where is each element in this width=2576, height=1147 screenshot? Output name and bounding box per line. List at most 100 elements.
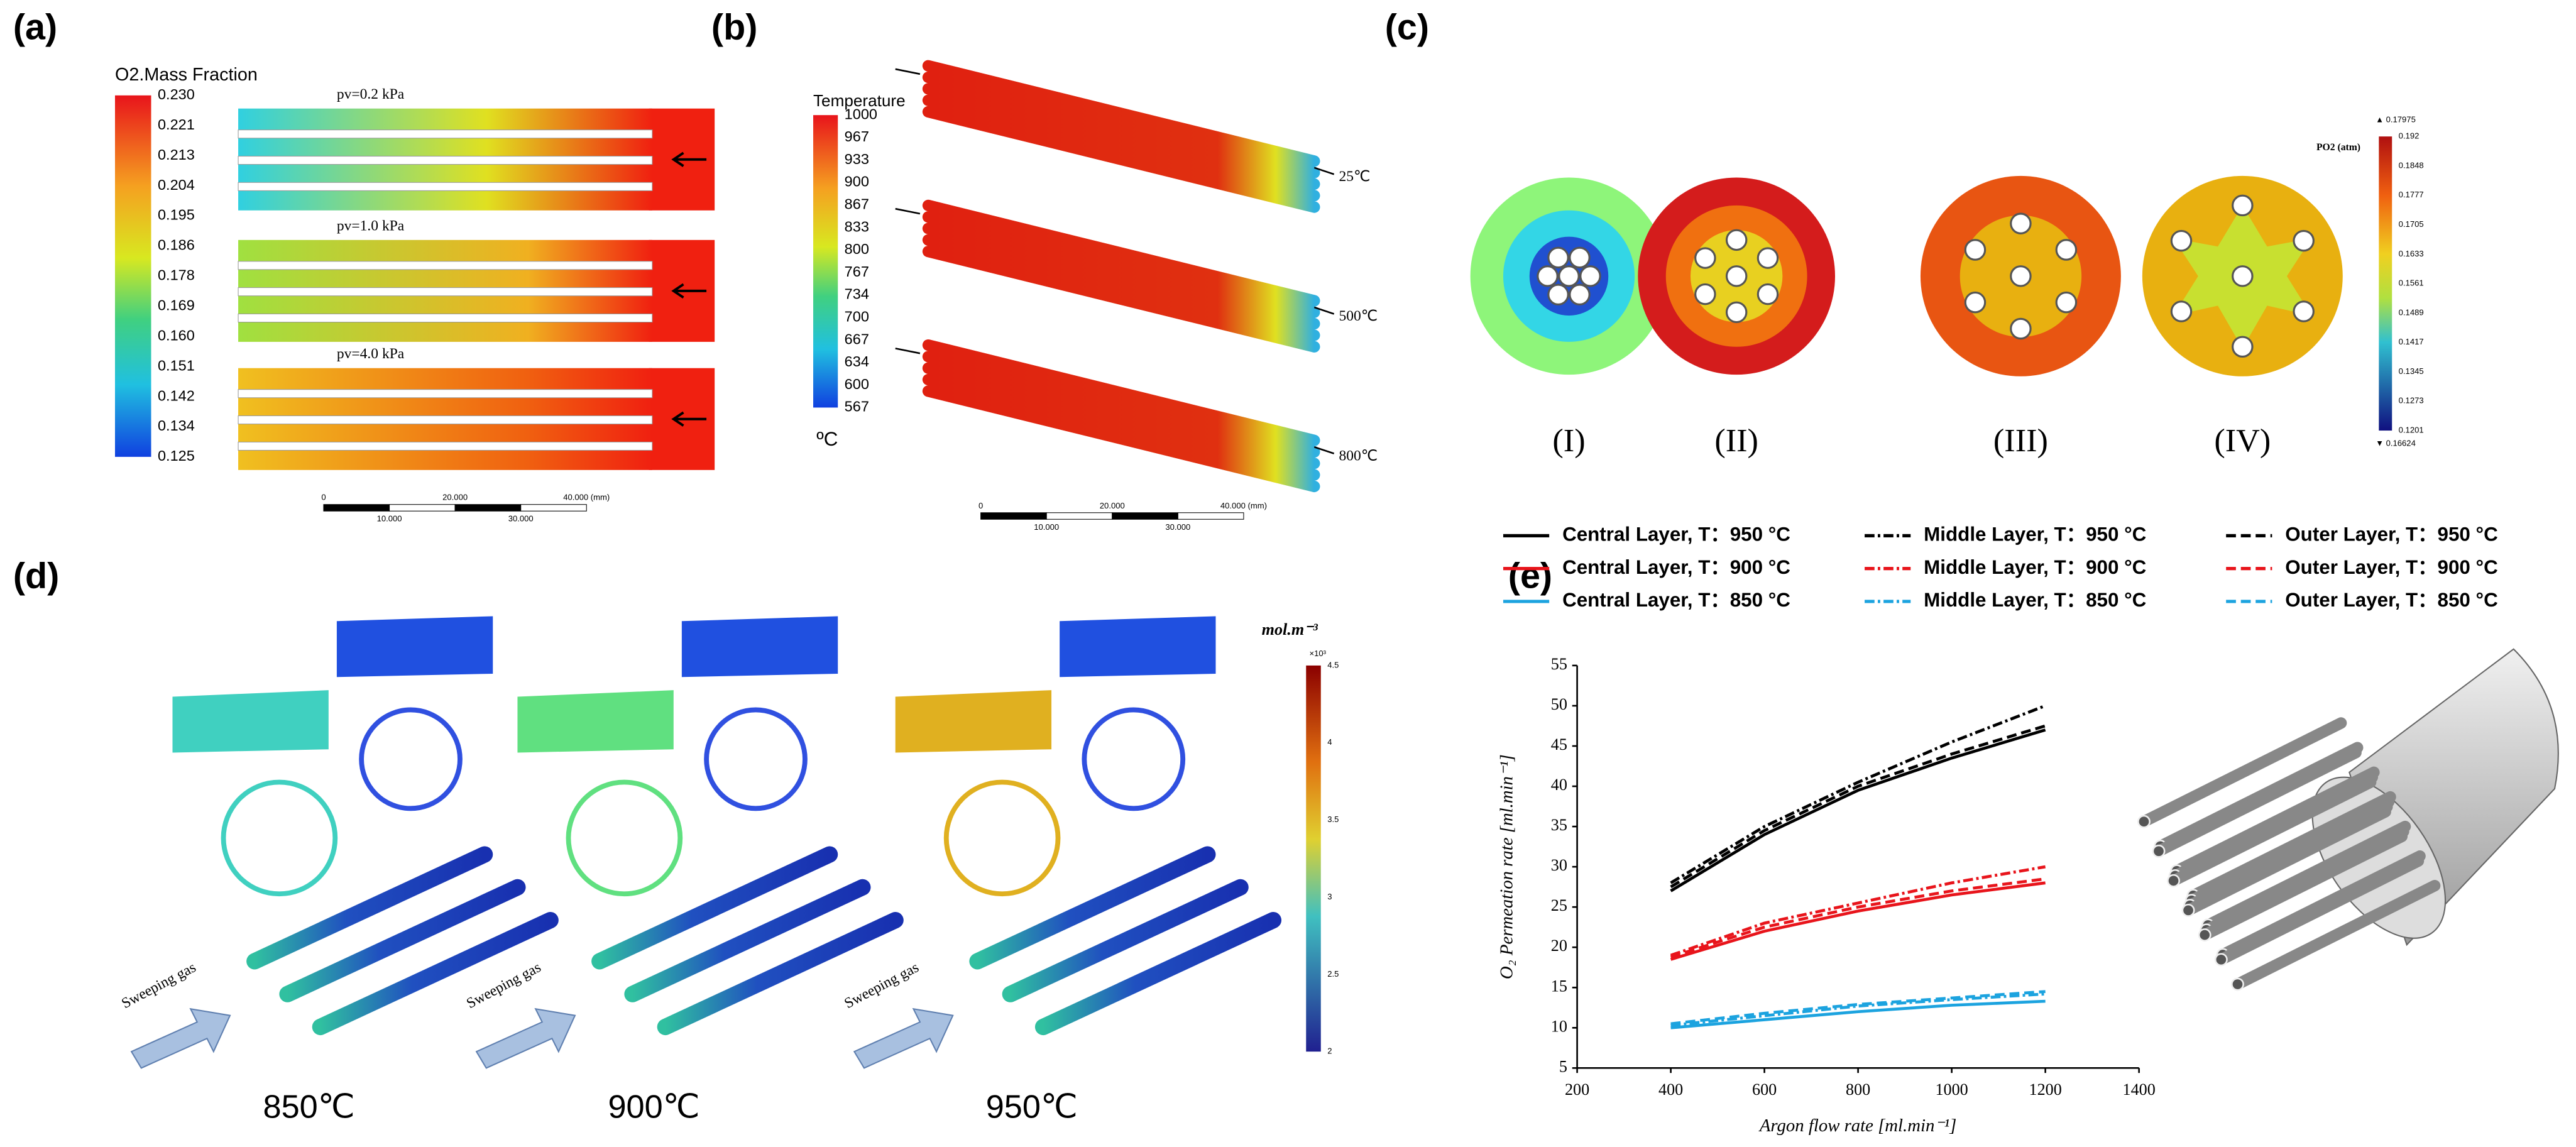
tube-holes [1537,194,2315,358]
colorbar-title: mol.m⁻³ [1262,620,1318,639]
legend-label: Outer Layer, T：850 °C [2285,589,2497,611]
temperature-label: 950℃ [986,1089,1078,1126]
y-tick-label: 5 [1559,1057,1567,1075]
scale-bar [1177,512,1244,520]
wall [238,415,653,425]
tube [922,94,1320,202]
series-line [1670,992,2046,1027]
tube [922,385,1320,493]
arrow [671,411,707,427]
tube [922,351,1320,458]
colorbar-tick-label: 0.213 [158,146,195,163]
scale-bar [1112,512,1178,520]
scale-bar [323,504,390,512]
colorbar-tick-label: 833 [845,218,869,234]
colorbar-tick-label: 0.230 [158,86,195,102]
unit: ºC [816,428,838,450]
sweep-label: Sweeping gas [464,959,544,1012]
hole [2010,212,2032,234]
colorbar-tick-label: 0.1273 [2399,396,2424,405]
flow-arrow [853,1007,954,1069]
tube [591,846,838,970]
hole [2170,300,2193,322]
hole [1537,265,1559,287]
y-tick-label: 40 [1551,776,1567,794]
hole [1547,283,1569,306]
tube [922,245,1320,353]
colorbar-tick-label: 700 [845,309,869,325]
legend-label: Middle Layer, T：950 °C [1924,524,2146,546]
hole [1964,291,1987,314]
colorbar-tick-label: 0.125 [158,447,195,464]
colorbar-tick-label: 4.5 [1327,660,1339,669]
tube [922,362,1320,469]
rod-end [2231,977,2244,991]
inlet-label: 800℃ [1339,447,1378,464]
rod [2138,717,2347,828]
colorbar-tick-label: 0.178 [158,267,195,283]
tube [922,234,1320,341]
legend-label: Central Layer, T：850 °C [1562,589,1790,611]
scale-bar [520,504,587,512]
ring [566,779,683,897]
x-tick-label: 1400 [2123,1080,2156,1099]
hole [2232,336,2254,358]
y-tick-label: 30 [1551,856,1567,874]
zoom-bottom [1060,616,1216,678]
tube [922,106,1320,213]
tube [969,846,1216,970]
zoom-top [895,690,1052,753]
tube [922,71,1320,178]
colorbar-tick-label: 2.5 [1327,969,1339,979]
case-label: pv=1.0 kPa [337,217,405,234]
wall [238,287,653,297]
colorbar-tick-label: 0.1777 [2399,190,2424,199]
tube [922,222,1320,330]
ring [1082,707,1186,811]
rod [2182,806,2391,916]
colorbar-tick-label: 0.1489 [2399,307,2424,317]
min-label: ▼ 0.16624 [2376,438,2416,447]
scale-label: 10.000 [1034,522,1059,532]
panel-label: (c) [1385,7,1429,47]
colorbar-tick-label: 600 [845,376,869,392]
scale-label: 40.000 (mm) [1220,501,1267,510]
scale-label: 20.000 [442,493,468,502]
hole [2293,300,2315,322]
rod [2215,855,2425,965]
hole [1725,301,1748,324]
config-label: (III) [1993,422,2048,459]
rod-end [2198,928,2212,942]
arrow [895,68,921,75]
legend-label: Outer Layer, T：950 °C [2285,524,2497,546]
colorbar-tick-label: 3.5 [1327,815,1339,824]
hole [2232,194,2254,217]
tube [922,199,1320,307]
hole [2170,229,2193,252]
panel-label: (d) [13,556,59,596]
hole [1569,283,1591,306]
colorbar-tick-label: 0.142 [158,387,195,403]
tube [312,912,559,1036]
arrow [1313,167,1335,175]
rod-end [2214,953,2228,967]
tube [246,846,493,970]
scale-label: 40.000 (mm) [563,493,610,502]
legend-label: Central Layer, T：900 °C [1562,556,1790,578]
scale-bar [980,512,1047,520]
inlet-label: 500℃ [1339,308,1378,324]
colorbar-tick-label: 0.1848 [2399,160,2424,170]
wall [238,441,653,451]
y-tick-label: 55 [1551,655,1567,673]
hole [1579,265,1601,287]
panel-label: (b) [711,7,757,47]
y-axis-title: O₂ Permeation rate [ml.min⁻¹] [1496,754,1516,979]
wall [238,129,653,139]
series-line [1670,728,2046,892]
colorbar-tick-label: 0.204 [158,177,195,193]
colorbar-tick-label: 900 [845,173,869,190]
legend-label: Middle Layer, T：850 °C [1924,589,2146,611]
tube [922,373,1320,481]
hole [1964,239,1987,261]
wall [238,261,653,270]
